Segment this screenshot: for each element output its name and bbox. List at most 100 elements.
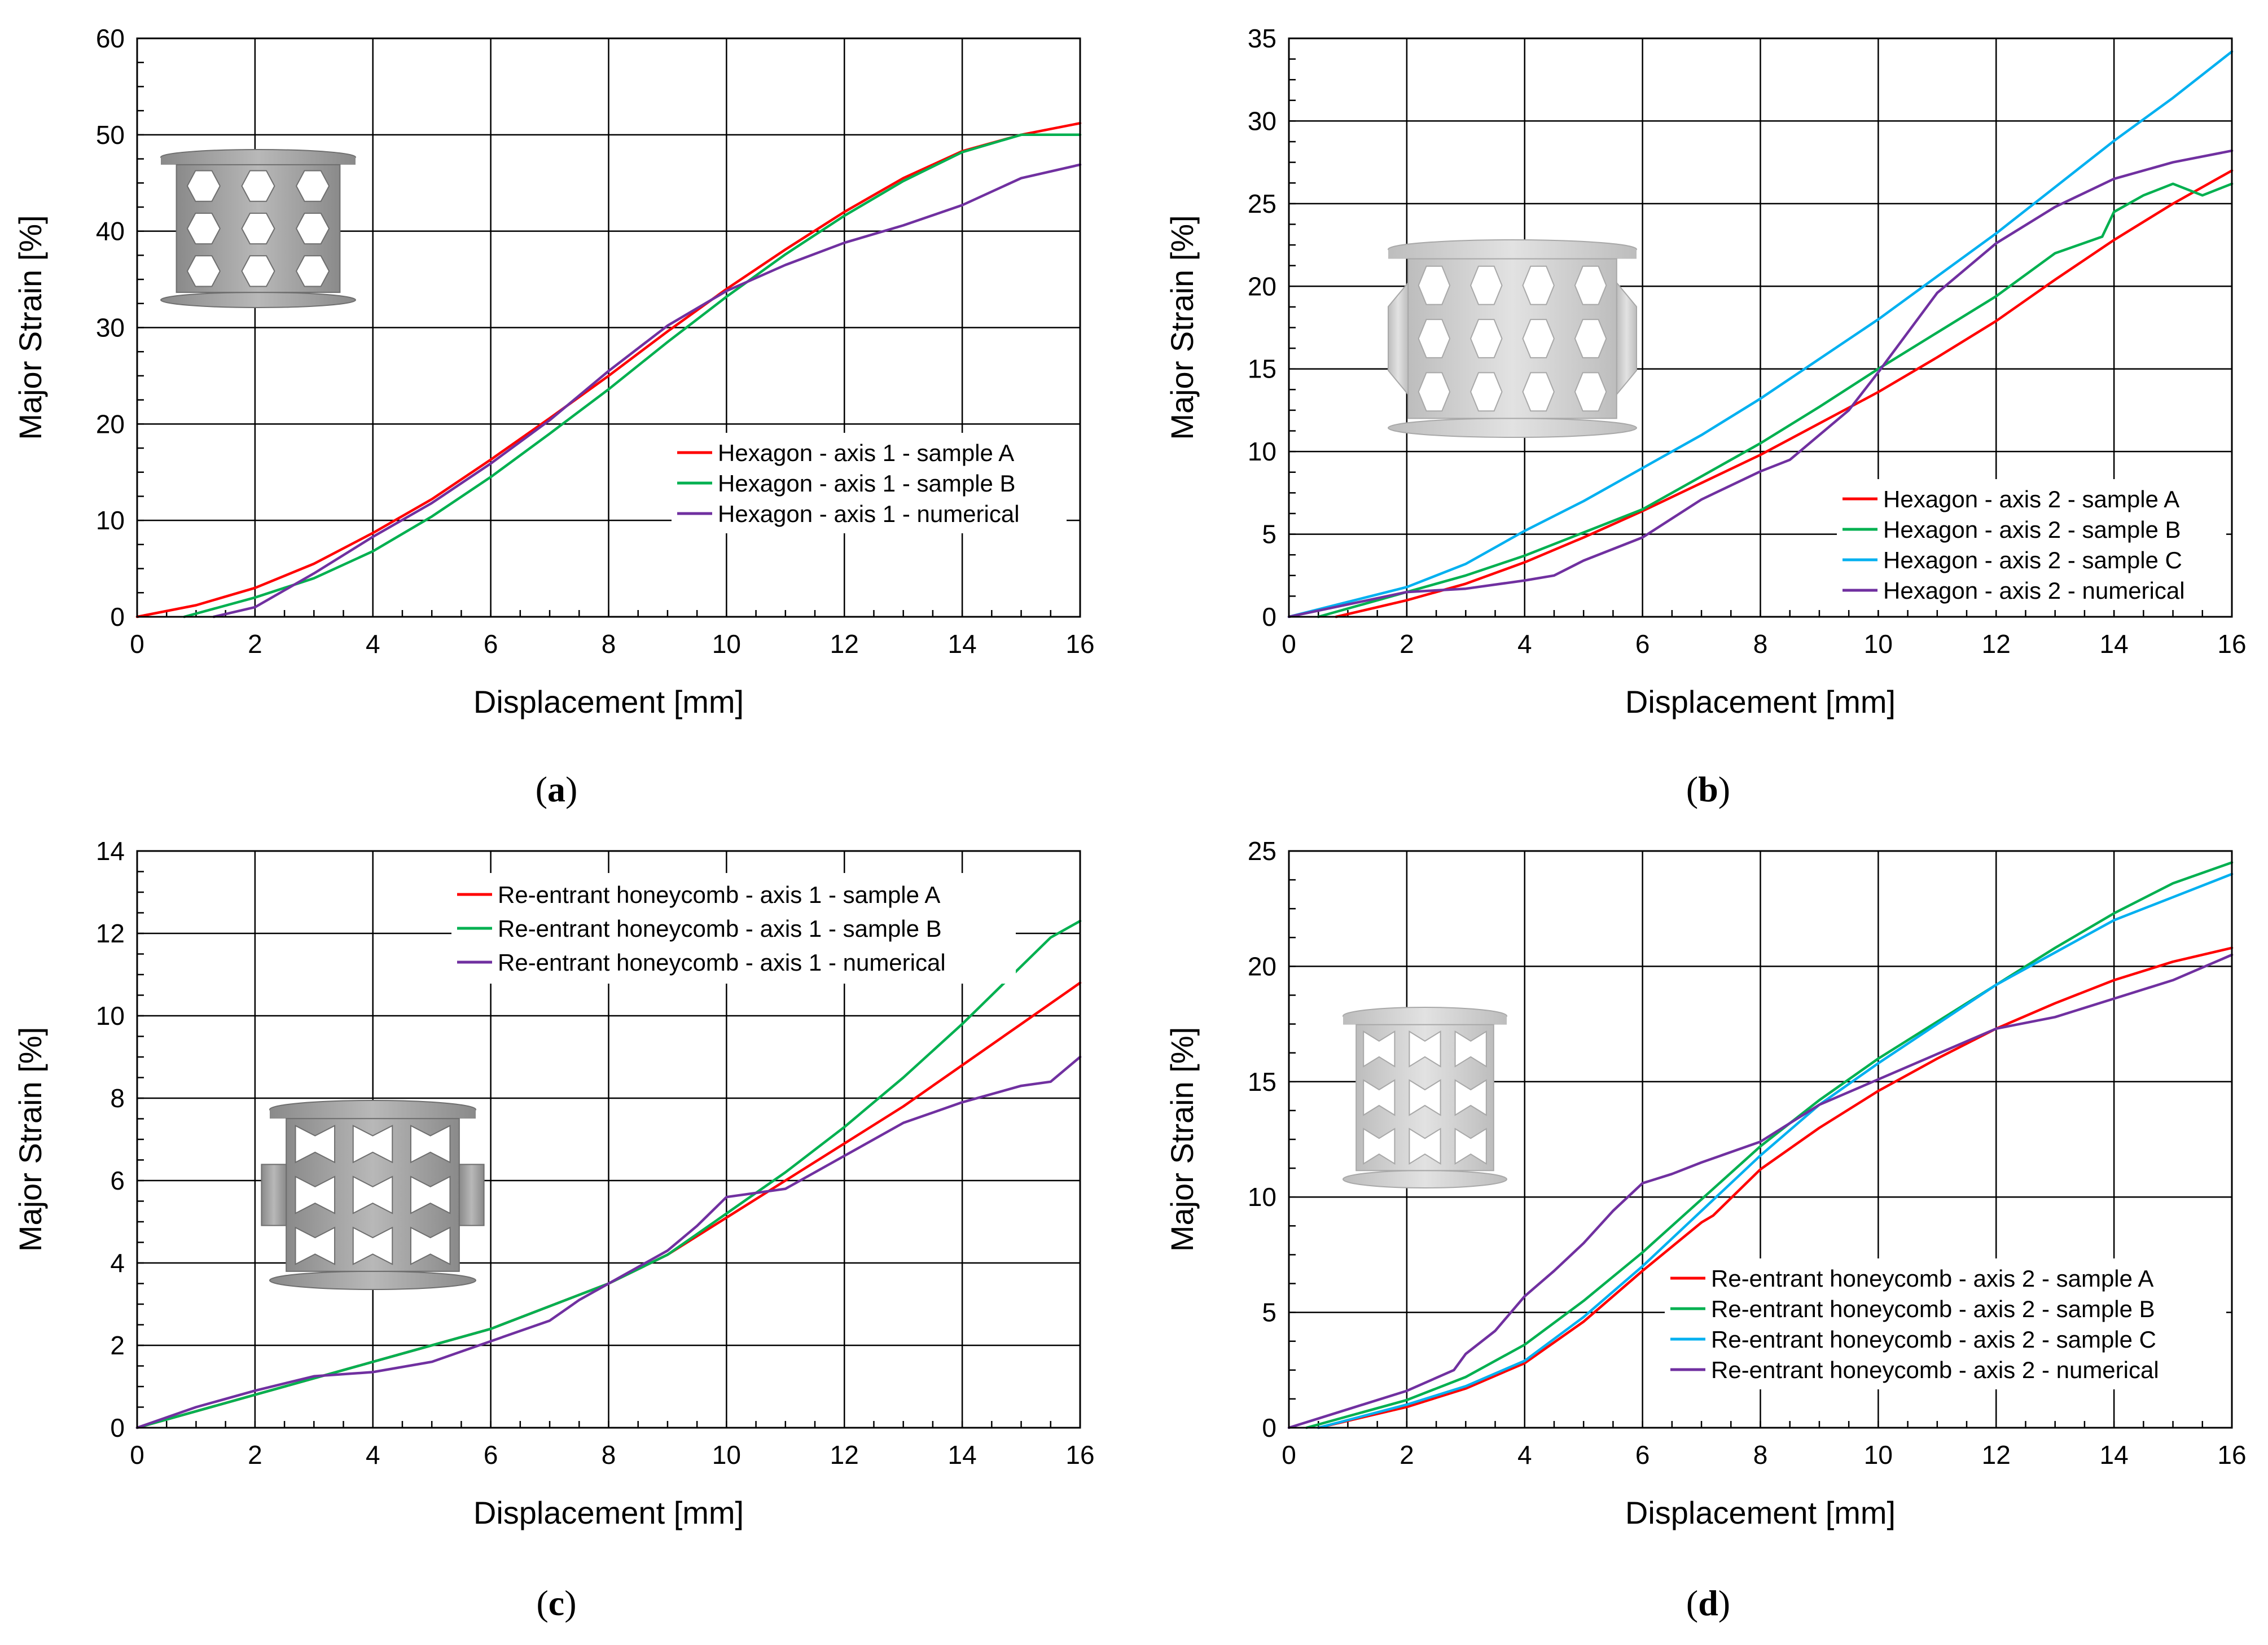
x-tick-label: 14	[2100, 629, 2129, 659]
y-tick-label: 0	[1262, 1413, 1276, 1442]
legend-entry-label: Re-entrant honeycomb - axis 2 - numerica…	[1711, 1357, 2159, 1383]
x-tick-label: 12	[1982, 1440, 2011, 1469]
caption-letter: c	[549, 1583, 564, 1623]
x-tick-label: 6	[484, 1440, 498, 1469]
x-tick-label: 2	[1400, 1440, 1414, 1469]
x-tick-label: 10	[1864, 1440, 1893, 1469]
y-axis-label: Major Strain [%]	[1164, 215, 1200, 440]
caption-letter: d	[1698, 1583, 1718, 1623]
legend-background	[1837, 479, 2226, 610]
y-tick-label: 20	[1248, 271, 1276, 301]
legend-entry-label: Hexagon - axis 2 - sample A	[1883, 486, 2179, 512]
x-tick-label: 8	[1753, 1440, 1768, 1469]
caption-close-paren: )	[1718, 1583, 1730, 1623]
caption-open-paren: (	[536, 769, 547, 809]
caption-open-paren: (	[536, 1583, 548, 1623]
y-tick-label: 20	[96, 409, 125, 438]
y-axis-label: Major Strain [%]	[1164, 1027, 1200, 1252]
panel-caption: (a)	[536, 769, 578, 809]
y-tick-label: 8	[110, 1083, 125, 1113]
x-tick-label: 2	[248, 629, 262, 659]
legend-entry-label: Re-entrant honeycomb - axis 2 - sample B	[1711, 1296, 2155, 1322]
x-tick-label: 6	[484, 629, 498, 659]
y-tick-label: 35	[1248, 24, 1276, 53]
x-axis-label: Displacement [mm]	[473, 684, 744, 720]
x-tick-label: 4	[366, 1440, 380, 1469]
panel-caption: (c)	[536, 1583, 576, 1623]
y-tick-label: 10	[1248, 437, 1276, 466]
series-line-3	[1317, 872, 2234, 1429]
specimen-inset-image	[1343, 1007, 1507, 1188]
panel-caption: (d)	[1686, 1583, 1730, 1623]
x-tick-label: 8	[602, 629, 616, 659]
x-tick-label: 4	[1517, 1440, 1532, 1469]
x-tick-label: 0	[130, 629, 144, 659]
y-tick-label: 60	[96, 24, 125, 53]
legend-entry-label: Hexagon - axis 1 - sample A	[718, 440, 1014, 466]
chart-panel-d: 0 2 4 6 8 10 12 14 16 0 5 10 15 20 25 Displacement [mm]…	[1164, 836, 2247, 1623]
y-axis-label: Major Strain [%]	[12, 1027, 48, 1252]
y-tick-label: 10	[96, 1001, 125, 1030]
chart-panel-c: 0 2 4 6 8 10 12 14 16 0 2 4 6 8 10 12 14 Displacement [mm…	[12, 836, 1095, 1623]
caption-letter: a	[547, 769, 565, 809]
plot-frame	[136, 37, 1081, 618]
legend-entry-label: Hexagon - axis 1 - sample B	[718, 470, 1016, 497]
legend-entry-label: Re-entrant honeycomb - axis 2 - sample C	[1711, 1326, 2156, 1353]
x-tick-label: 16	[1065, 629, 1094, 659]
y-tick-label: 50	[96, 120, 125, 150]
x-tick-label: 16	[2217, 1440, 2246, 1469]
y-tick-label: 5	[1262, 520, 1276, 549]
caption-open-paren: (	[1686, 769, 1698, 809]
x-axis-label: Displacement [mm]	[1625, 684, 1896, 720]
y-tick-label: 15	[1248, 354, 1276, 384]
series-line-1	[135, 122, 1082, 618]
y-tick-label: 0	[1262, 602, 1276, 631]
y-tick-label: 10	[96, 506, 125, 535]
x-tick-label: 12	[830, 1440, 859, 1469]
y-tick-label: 25	[1248, 836, 1276, 866]
y-tick-label: 15	[1248, 1067, 1276, 1096]
x-tick-label: 8	[602, 1440, 616, 1469]
legend: Re-entrant honeycomb - axis 1 - sample A…	[451, 873, 1016, 984]
legend-entry-label: Hexagon - axis 2 - sample B	[1883, 516, 2181, 543]
legend: Hexagon - axis 1 - sample A Hexagon - axi…	[672, 433, 1067, 533]
x-tick-label: 4	[1517, 629, 1532, 659]
legend-entry-label: Hexagon - axis 1 - numerical	[718, 501, 1020, 527]
legend: Hexagon - axis 2 - sample A Hexagon - axi…	[1837, 479, 2226, 610]
x-tick-label: 10	[712, 1440, 741, 1469]
x-tick-label: 10	[712, 629, 741, 659]
x-axis-label: Displacement [mm]	[1625, 1495, 1896, 1530]
y-tick-label: 6	[110, 1166, 125, 1195]
x-tick-label: 12	[830, 629, 859, 659]
panel-caption: (b)	[1686, 769, 1730, 809]
series-line-3	[135, 1055, 1082, 1429]
y-tick-label: 4	[110, 1248, 125, 1278]
x-tick-label: 16	[1065, 1440, 1094, 1469]
caption-close-paren: )	[1718, 769, 1730, 809]
legend-background	[1665, 1258, 2226, 1389]
x-tick-label: 0	[1282, 1440, 1296, 1469]
x-tick-label: 6	[1635, 629, 1650, 659]
legend: Re-entrant honeycomb - axis 2 - sample A…	[1665, 1258, 2226, 1389]
y-tick-label: 0	[110, 1413, 125, 1442]
y-tick-label: 25	[1248, 189, 1276, 218]
plot-frame	[136, 850, 1081, 1429]
series-line-2	[183, 133, 1082, 618]
y-tick-label: 5	[1262, 1298, 1276, 1327]
legend-entry-label: Re-entrant honeycomb - axis 2 - sample A	[1711, 1265, 2153, 1292]
series-line-1	[1317, 946, 2234, 1429]
legend-background	[672, 433, 1067, 533]
x-tick-label: 6	[1635, 1440, 1650, 1469]
legend-entry-label: Hexagon - axis 2 - numerical	[1883, 577, 2185, 604]
specimen-inset-image	[261, 1100, 485, 1290]
caption-close-paren: )	[565, 769, 577, 809]
plot-frame	[1288, 37, 2233, 618]
y-axis-label: Major Strain [%]	[12, 215, 48, 440]
y-tick-label: 40	[96, 217, 125, 246]
y-tick-label: 2	[110, 1331, 125, 1360]
x-tick-label: 12	[1982, 629, 2011, 659]
y-tick-label: 14	[96, 836, 125, 866]
x-tick-label: 4	[366, 629, 380, 659]
specimen-inset-image	[1388, 239, 1637, 438]
